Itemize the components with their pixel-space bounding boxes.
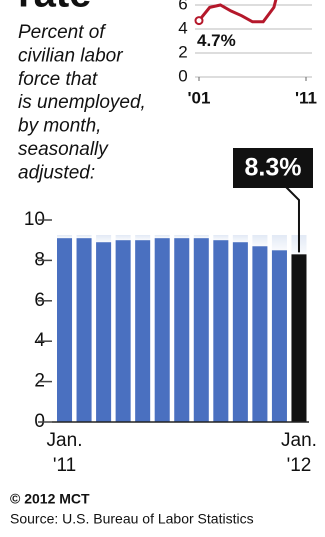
bar [96, 242, 112, 422]
bar-background [193, 235, 209, 239]
x-tick-label: '11 [295, 88, 317, 107]
subtitle-line: seasonally [18, 139, 109, 160]
y-tick-label: 0 [178, 66, 187, 85]
bar [76, 238, 92, 422]
bar-background [213, 235, 229, 241]
credit: © 2012 MCT [10, 491, 90, 507]
bar-background [57, 235, 73, 239]
bar-background [252, 235, 268, 247]
bar-background [232, 235, 248, 243]
subtitle-line: force that [18, 69, 98, 90]
bar [232, 242, 248, 422]
bar [291, 254, 307, 422]
bar [115, 240, 131, 422]
bar-background [135, 235, 151, 241]
subtitle-line: by month, [18, 116, 101, 137]
bar-background [76, 235, 92, 239]
bar [271, 250, 287, 422]
y-tick-label: 10 [24, 209, 45, 230]
y-tick-label: 6 [178, 0, 187, 13]
point [194, 16, 204, 26]
subtitle-line: Percent of [18, 22, 106, 43]
bar [213, 240, 229, 422]
source: Source: U.S. Bureau of Labor Statistics [10, 511, 254, 527]
bar [135, 240, 151, 422]
value-label: 8.3% [245, 154, 302, 182]
bar-background [96, 235, 112, 243]
chart-title: rate [18, 0, 91, 16]
line [197, 0, 278, 24]
bar [193, 238, 209, 422]
bar-background [115, 235, 131, 241]
bar [57, 238, 73, 422]
bar [252, 246, 268, 422]
subtitle-line: civilian labor [18, 45, 123, 66]
value-label: 4.7% [197, 31, 236, 50]
bar [154, 238, 170, 422]
line-group [197, 0, 278, 24]
subtitle-line: adjusted: [18, 162, 95, 183]
bar [174, 238, 190, 422]
subtitle-line: is unemployed, [18, 92, 146, 113]
y-tick-label: 4 [178, 18, 187, 37]
x-tick-label: Jan. '11 [46, 430, 83, 476]
bar-background [271, 235, 287, 251]
y-tick-label: 2 [178, 42, 187, 61]
bar-background [154, 235, 170, 239]
x-tick-label: Jan. '12 [281, 430, 317, 476]
bar-background [174, 235, 190, 239]
label-pointer [285, 186, 300, 253]
label-box [233, 148, 313, 188]
x-tick-label: '01 [188, 88, 211, 107]
